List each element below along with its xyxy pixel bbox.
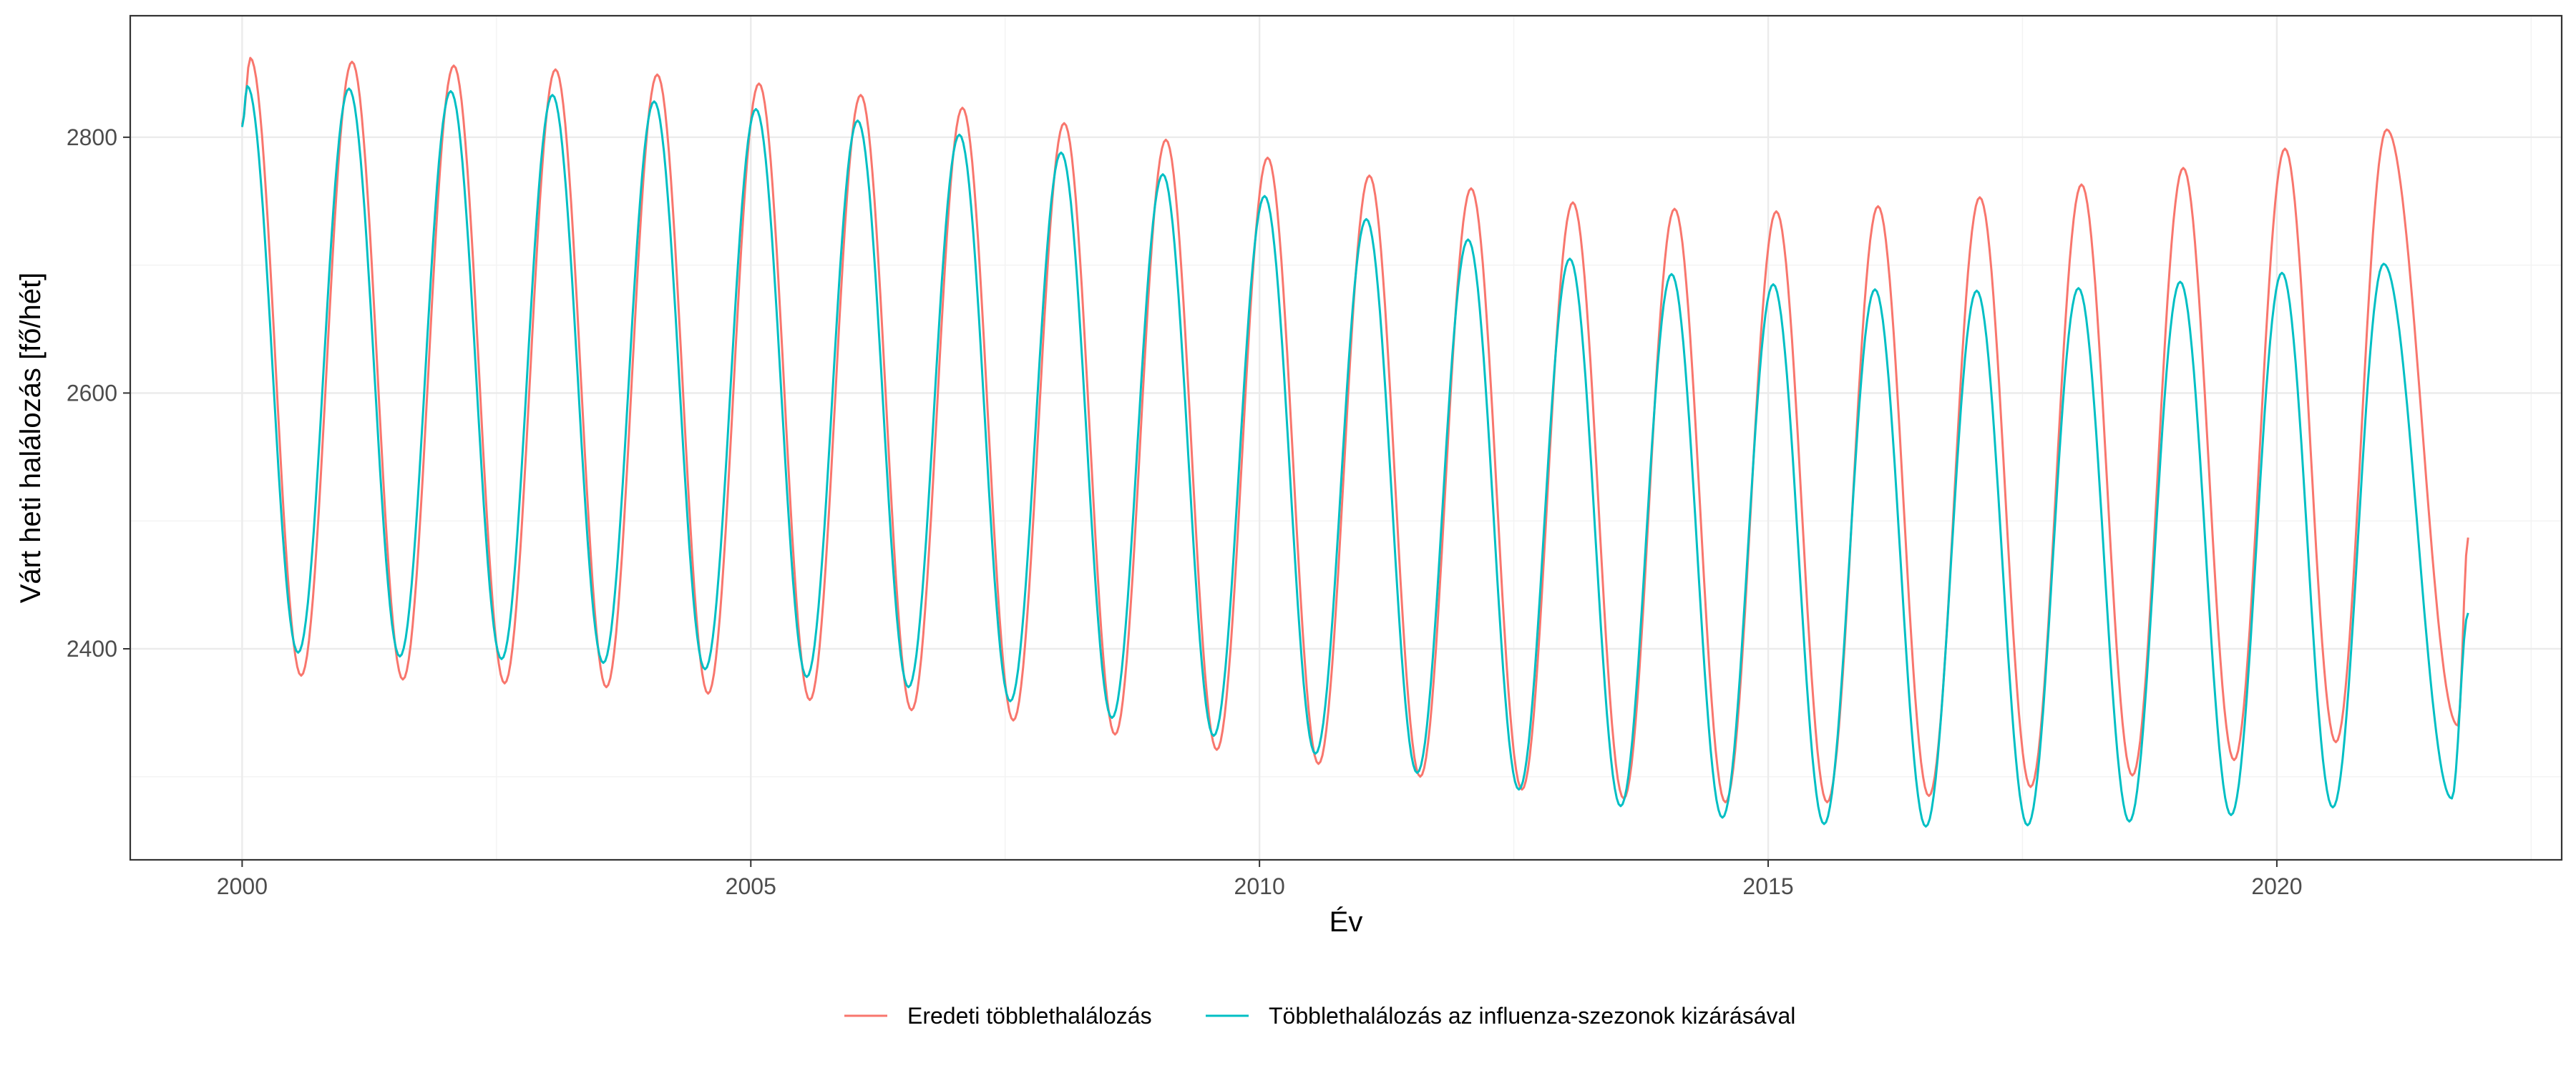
x-tick-label: 2000 — [217, 873, 268, 899]
x-tick-label: 2005 — [726, 873, 776, 899]
series-line-influenza — [240, 84, 2469, 828]
legend-label-eredeti: Eredeti többlethalálozás — [907, 1003, 1152, 1029]
y-tick-label: 2600 — [67, 380, 117, 406]
x-axis-title: Év — [1330, 906, 1363, 938]
x-tick-label: 2015 — [1742, 873, 1793, 899]
x-tick-label: 2010 — [1234, 873, 1285, 899]
series-lines — [240, 57, 2469, 828]
y-tick-label: 2400 — [67, 636, 117, 662]
panel-border — [129, 14, 2563, 861]
x-tick-label: 2020 — [2251, 873, 2302, 899]
y-tick-label: 2800 — [67, 124, 117, 150]
legend: Eredeti többlethalálozás Többlethalálozá… — [844, 1003, 1795, 1029]
y-axis: 2400 2600 2800 — [67, 124, 130, 662]
legend-label-influenza: Többlethalálozás az influenza-szezonok k… — [1269, 1003, 1795, 1029]
y-axis-title: Várt heti halálozás [fő/hét] — [15, 273, 47, 604]
x-axis: 2000 2005 2010 2015 2020 — [217, 860, 2303, 899]
